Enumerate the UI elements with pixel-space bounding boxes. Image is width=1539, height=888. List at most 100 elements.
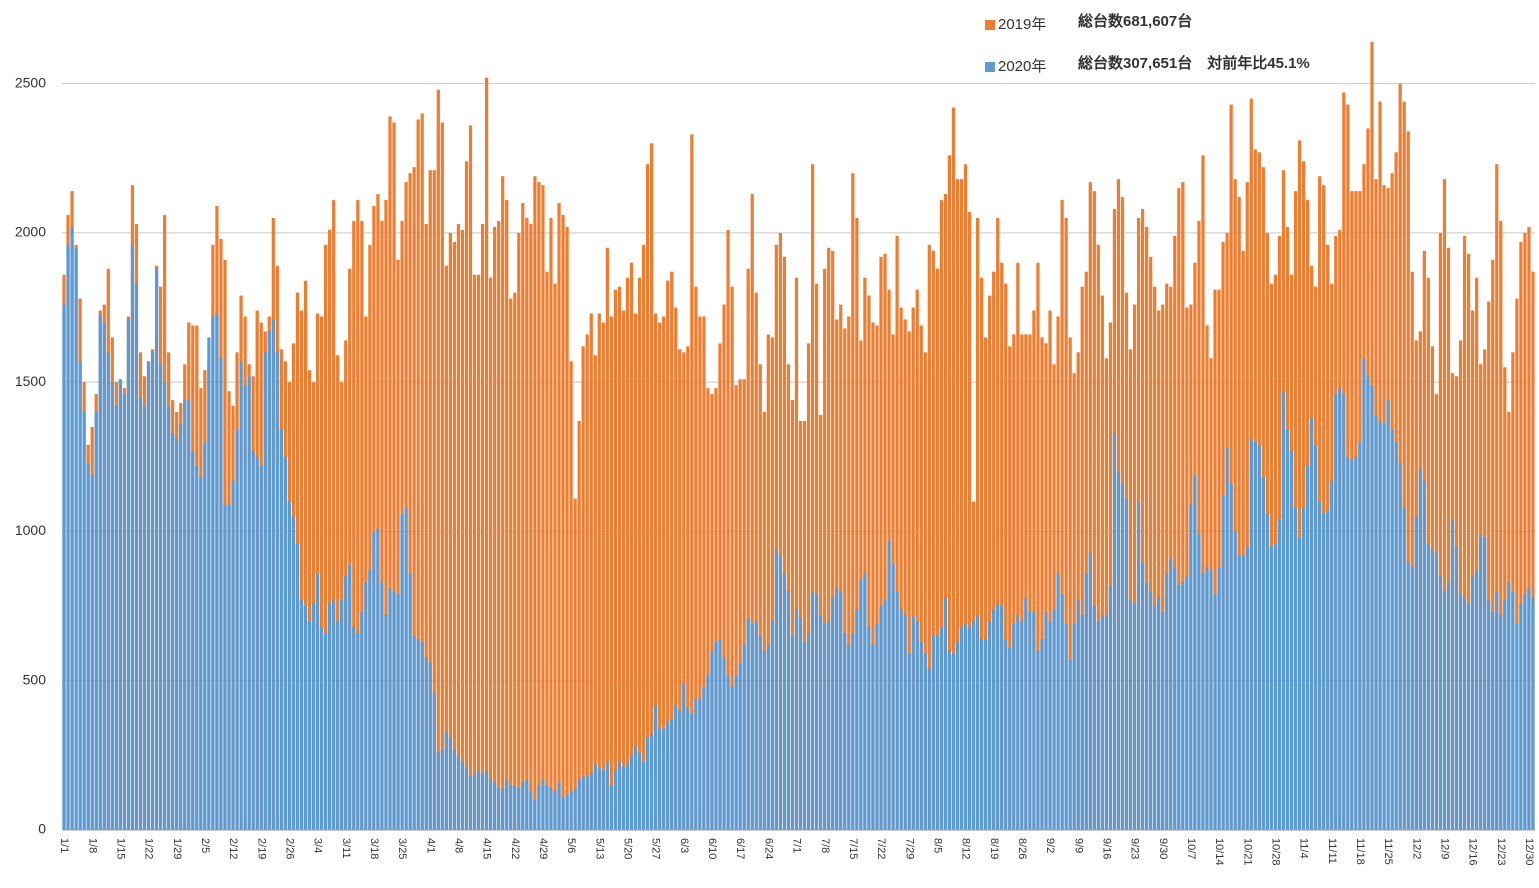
bar [1330, 480, 1334, 830]
bar [577, 420, 581, 830]
bar [670, 271, 674, 831]
bar [1000, 606, 1004, 830]
bar [360, 220, 364, 830]
bar [1269, 546, 1273, 830]
bar [1092, 606, 1096, 830]
bar [774, 549, 778, 830]
bar [1181, 582, 1185, 830]
bar [509, 298, 513, 830]
bar [1495, 164, 1499, 830]
bar [82, 412, 86, 830]
bar [299, 600, 304, 830]
bar [690, 134, 694, 830]
bar [766, 644, 770, 830]
bar [1487, 301, 1491, 830]
bar [577, 779, 581, 830]
bar [1475, 570, 1479, 830]
bar [609, 785, 613, 830]
bar [666, 280, 670, 830]
bar [497, 220, 501, 830]
bar [525, 217, 529, 830]
bar [694, 286, 698, 830]
bar [1112, 432, 1117, 830]
bar [352, 220, 356, 830]
bar [356, 632, 360, 830]
bar [810, 164, 815, 830]
x-tick-label: 6/10 [706, 838, 718, 859]
x-tick-label: 7/15 [847, 838, 859, 859]
x-tick-label: 10/14 [1213, 838, 1225, 866]
bar [1281, 391, 1286, 830]
bar [662, 728, 666, 830]
bar [678, 710, 682, 830]
bar [319, 316, 324, 830]
bar [569, 361, 573, 830]
bar [871, 322, 875, 830]
bar [678, 349, 682, 830]
x-tick-label: 8/12 [960, 838, 972, 859]
bar [694, 698, 698, 830]
bar [521, 203, 525, 830]
bar [1293, 507, 1298, 830]
bar [585, 776, 589, 830]
bar [569, 791, 573, 830]
bar [1016, 262, 1020, 830]
bar [114, 406, 118, 830]
bar [1120, 483, 1125, 830]
bar [1132, 603, 1137, 830]
bar [1153, 286, 1157, 830]
bar [1040, 638, 1044, 830]
bar [654, 704, 658, 830]
x-tick-label: 4/8 [453, 838, 465, 853]
bar [806, 343, 811, 830]
bar [786, 591, 791, 830]
bar [340, 600, 344, 830]
bar [682, 352, 686, 830]
bar [440, 122, 444, 831]
bar [1503, 367, 1507, 830]
bar [332, 600, 336, 830]
bar [907, 653, 911, 830]
y-tick-label: 500 [23, 671, 47, 687]
bar [247, 376, 251, 830]
bar [553, 283, 557, 830]
bar [1100, 295, 1104, 830]
bar [203, 441, 207, 830]
bar [1185, 576, 1189, 830]
bar [1261, 477, 1265, 830]
bar [967, 626, 972, 830]
bar [1301, 507, 1306, 830]
bar [307, 370, 312, 830]
bar [621, 767, 626, 830]
x-tick-label: 5/27 [650, 838, 662, 859]
bar [468, 776, 473, 830]
bar [1149, 591, 1153, 830]
bar [629, 262, 634, 830]
bar [1289, 450, 1294, 830]
bar [118, 379, 122, 830]
bar [1205, 567, 1209, 830]
x-tick-label: 2/26 [283, 838, 295, 859]
bar [1217, 567, 1221, 830]
bar [191, 450, 195, 830]
bar [951, 107, 956, 830]
bar [1402, 507, 1406, 830]
bar [163, 382, 167, 830]
bar [384, 200, 388, 830]
bar [1209, 570, 1213, 830]
bar [1028, 334, 1032, 830]
bar [927, 668, 931, 830]
bar [947, 155, 952, 830]
bar [1024, 334, 1028, 830]
bar [1318, 501, 1322, 830]
bar [1004, 638, 1008, 830]
bar [1237, 197, 1241, 831]
bar [126, 319, 131, 830]
bar [106, 352, 110, 830]
bar [1426, 543, 1430, 830]
bar [1326, 510, 1330, 830]
bar [1462, 235, 1467, 831]
bar [754, 292, 758, 831]
bar [1008, 346, 1012, 830]
bar [815, 594, 819, 830]
